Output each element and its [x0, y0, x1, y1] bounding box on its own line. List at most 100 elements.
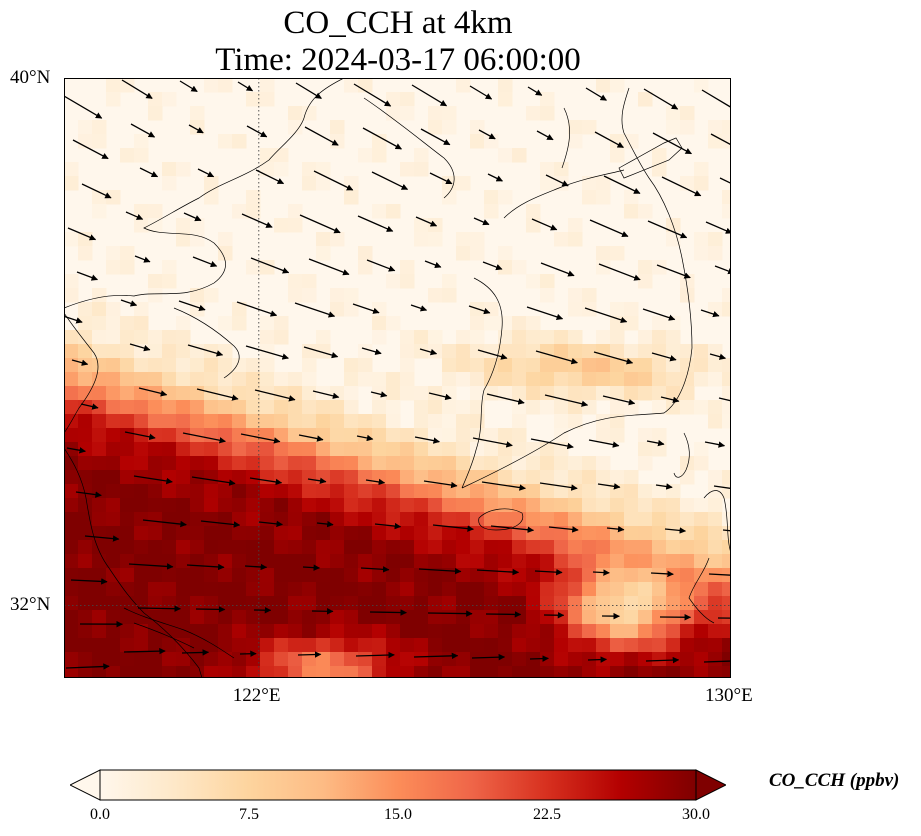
wind-vector-arrow — [133, 475, 173, 485]
wind-vector-arrow — [237, 81, 254, 92]
wind-vector-arrow — [643, 88, 679, 110]
lat-tick-label-40n: 40°N — [10, 67, 51, 88]
wind-vector-arrow — [536, 130, 554, 141]
wind-vector-arrow — [526, 306, 564, 321]
colorbar-min-extension — [70, 769, 101, 801]
wind-vector-arrow — [722, 529, 731, 532]
wind-vector-arrow — [187, 344, 224, 357]
wind-vector-arrow — [308, 258, 350, 276]
wind-vector-arrow — [81, 183, 112, 199]
wind-vector-arrow — [535, 350, 578, 365]
wind-vector-arrow — [545, 174, 569, 187]
wind-vector-arrow — [481, 481, 526, 491]
wind-vector-arrow — [469, 85, 493, 100]
wind-vector-arrow — [195, 606, 226, 613]
wind-vector-arrow — [482, 261, 503, 271]
wind-vector-arrow — [138, 387, 168, 397]
wind-vector-arrow — [655, 483, 673, 490]
wind-vector-arrow — [366, 259, 396, 272]
wind-vector-arrow — [121, 79, 153, 99]
wind-vector-arrow — [420, 128, 451, 146]
wind-vector-arrow — [424, 260, 442, 269]
wind-vector-arrow — [602, 395, 636, 406]
lon-tick-label-130e: 130°E — [705, 685, 753, 706]
wind-vector-arrow — [188, 124, 204, 134]
wind-vector-arrow — [468, 305, 491, 315]
colorbar-tick-label: 7.5 — [239, 806, 259, 823]
wind-vector-arrow — [661, 176, 702, 197]
wind-vector-arrow — [244, 563, 268, 571]
wind-vector-arrow — [307, 477, 327, 485]
wind-vector-arrow — [356, 434, 374, 442]
wind-vector-arrow — [130, 123, 156, 138]
wind-vector-arrow — [651, 352, 677, 362]
wind-vector-arrow — [593, 351, 634, 365]
wind-vector-arrow — [544, 394, 589, 407]
wind-vector-arrow — [129, 343, 151, 352]
wind-vector-arrow — [355, 651, 395, 659]
wind-vector-arrow — [370, 391, 388, 398]
wind-vector-arrow — [594, 131, 624, 148]
wind-vector-arrow — [642, 308, 676, 321]
wind-vector-arrow — [196, 388, 239, 401]
wind-vector-arrow — [713, 485, 731, 490]
wind-vector-arrow — [656, 264, 691, 279]
wind-vector-arrow — [487, 173, 503, 182]
colorbar-max-extension — [695, 769, 726, 801]
wind-vector-arrow — [120, 299, 138, 307]
wind-vector-arrow — [652, 132, 692, 155]
wind-vector-arrow — [418, 567, 462, 575]
wind-vector-arrow — [585, 87, 607, 101]
wind-vector-arrow — [548, 526, 579, 533]
wind-vector-arrow — [527, 86, 543, 96]
wind-vector-arrow — [124, 431, 156, 441]
wind-vector-arrow — [295, 82, 322, 99]
wind-vector-arrow — [123, 647, 166, 655]
wind-vector-arrow — [429, 172, 453, 185]
wind-vector-arrow — [471, 653, 506, 661]
wind-vector-arrow — [255, 169, 285, 185]
wind-vector-arrow — [597, 483, 621, 490]
wind-vector-arrow — [200, 520, 241, 528]
wind-vector-arrow — [419, 348, 438, 356]
wind-vector-arrow — [476, 568, 520, 576]
wind-vector-arrow — [486, 393, 525, 405]
wind-vectors — [64, 79, 731, 670]
wind-vector-arrow — [64, 315, 83, 324]
wind-vector-arrow — [700, 309, 720, 318]
wind-vector-arrow — [134, 255, 151, 263]
wind-vector-arrow — [718, 397, 731, 405]
wind-vector-arrow — [703, 660, 731, 663]
wind-vector-arrow — [485, 611, 522, 618]
map-title-line2: Time: 2024-03-17 06:00:00 — [215, 42, 581, 78]
wind-vector-arrow — [603, 175, 641, 194]
wind-vector-arrow — [297, 651, 322, 658]
wind-vector-arrow — [606, 525, 625, 533]
wind-vector-arrow — [182, 432, 226, 444]
wind-vector-arrow — [183, 212, 202, 222]
wind-vector-arrow — [428, 392, 452, 401]
wind-vector-arrow — [365, 478, 386, 486]
colorbar — [70, 769, 726, 801]
wind-vector-arrow — [192, 256, 218, 268]
wind-vector-arrow — [645, 656, 680, 664]
wind-vector-arrow — [84, 535, 120, 542]
wind-vector-arrow — [705, 221, 731, 234]
gridlines — [64, 78, 731, 678]
wind-vector-arrow — [258, 520, 283, 528]
wind-vector-arrow — [191, 476, 236, 486]
wind-vector-arrow — [473, 217, 490, 226]
wind-vector-arrow — [371, 171, 409, 190]
wind-vector-arrow — [598, 263, 641, 281]
wind-vector-arrow — [414, 436, 440, 444]
wind-vector-arrow — [178, 300, 206, 312]
wind-vector-arrow — [72, 139, 109, 160]
wind-vector-arrow — [708, 573, 731, 576]
wind-vector-arrow — [701, 89, 731, 109]
colorbar-tick-label: 30.0 — [682, 806, 710, 823]
wind-vector-arrow — [588, 439, 620, 448]
wind-vector-arrow — [478, 129, 496, 140]
wind-vector-arrow — [360, 566, 390, 573]
wind-vector-arrow — [240, 433, 281, 444]
wind-vector-arrow — [304, 126, 339, 146]
